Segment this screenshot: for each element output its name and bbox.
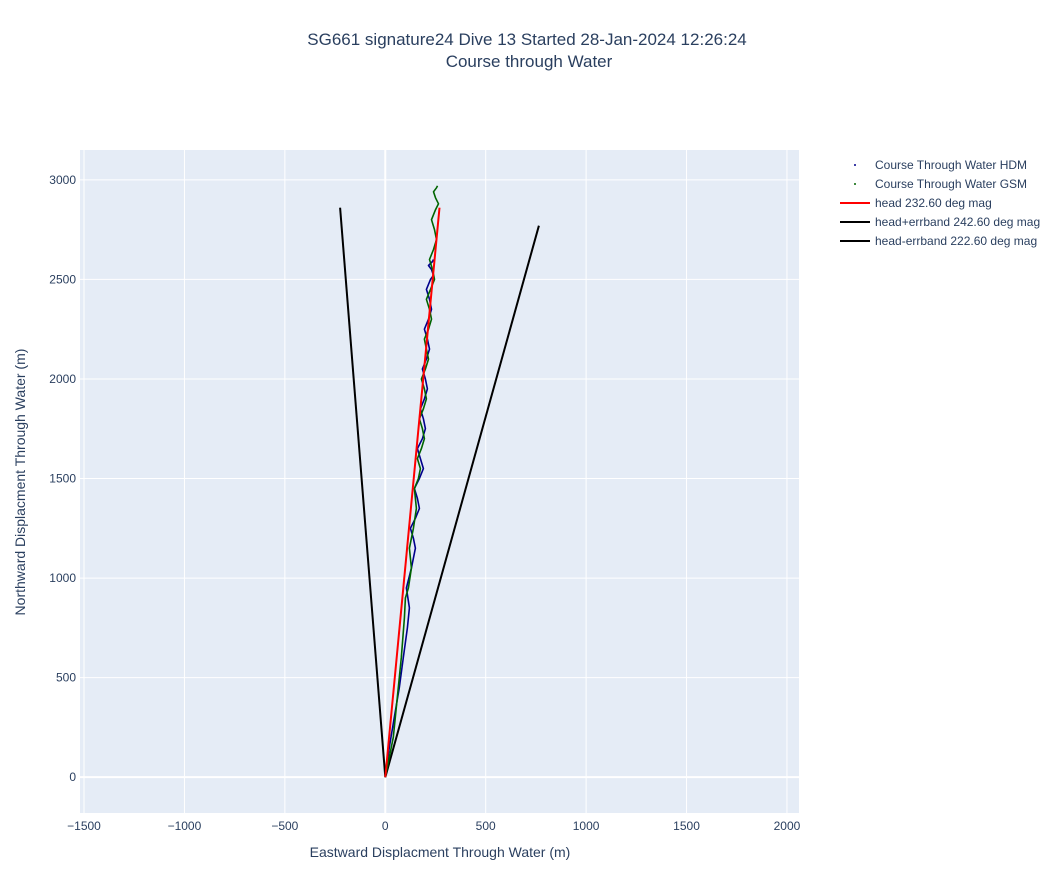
legend-marker [854, 183, 856, 185]
y-tick-label: 0 [69, 770, 76, 784]
x-tick-label: −1500 [67, 819, 101, 833]
x-tick-label: 0 [382, 819, 389, 833]
y-tick-label: 500 [56, 671, 76, 685]
y-gridlines [80, 179, 799, 779]
chart-title: SG661 signature24 Dive 13 Started 28-Jan… [307, 30, 746, 49]
legend-label: Course Through Water HDM [875, 158, 1027, 172]
legend-label: head+errband 242.60 deg mag [875, 215, 1040, 229]
x-tick-label: 1500 [673, 819, 700, 833]
x-tick-label: −500 [271, 819, 298, 833]
x-tick-label: 1000 [573, 819, 600, 833]
plot-area[interactable] [80, 150, 799, 813]
y-tick-labels: 0 500 1000 1500 2000 2500 3000 [49, 173, 76, 784]
series-head-errband-242-60-deg-mag[interactable] [339, 207, 387, 778]
series-head-errband-222-60-deg-mag[interactable] [384, 225, 540, 778]
legend-marker [854, 164, 856, 166]
y-tick-label: 1500 [49, 472, 76, 486]
legend-label: Course Through Water GSM [875, 177, 1027, 191]
legend-label: head 232.60 deg mag [875, 196, 992, 210]
legend-item[interactable]: Course Through Water HDM [854, 158, 1027, 172]
legend-item[interactable]: Course Through Water GSM [854, 177, 1027, 191]
y-tick-label: 2000 [49, 372, 76, 386]
y-tick-label: 1000 [49, 571, 76, 585]
x-tick-label: 2000 [774, 819, 801, 833]
x-gridlines [83, 150, 788, 813]
y-axis-title: Northward Displacment Through Water (m) [12, 349, 28, 616]
legend-label: head-errband 222.60 deg mag [875, 234, 1037, 248]
y-tick-label: 3000 [49, 173, 76, 187]
legend-item[interactable]: head-errband 222.60 deg mag [840, 234, 1037, 248]
x-tick-label: 500 [476, 819, 496, 833]
legend: Course Through Water HDM Course Through W… [840, 158, 1040, 248]
x-tick-labels: −1500 −1000 −500 0 500 1000 1500 2000 [67, 819, 800, 833]
data-traces [339, 185, 540, 778]
x-tick-label: −1000 [168, 819, 202, 833]
legend-item[interactable]: head+errband 242.60 deg mag [840, 215, 1040, 229]
y-tick-label: 2500 [49, 272, 76, 286]
series-head-232-60-deg-mag[interactable] [384, 207, 441, 778]
x-axis-title: Eastward Displacment Through Water (m) [310, 844, 571, 860]
chart-subtitle: Course through Water [446, 52, 613, 71]
legend-item[interactable]: head 232.60 deg mag [840, 196, 992, 210]
series-course-through-water-gsm[interactable] [384, 185, 440, 778]
